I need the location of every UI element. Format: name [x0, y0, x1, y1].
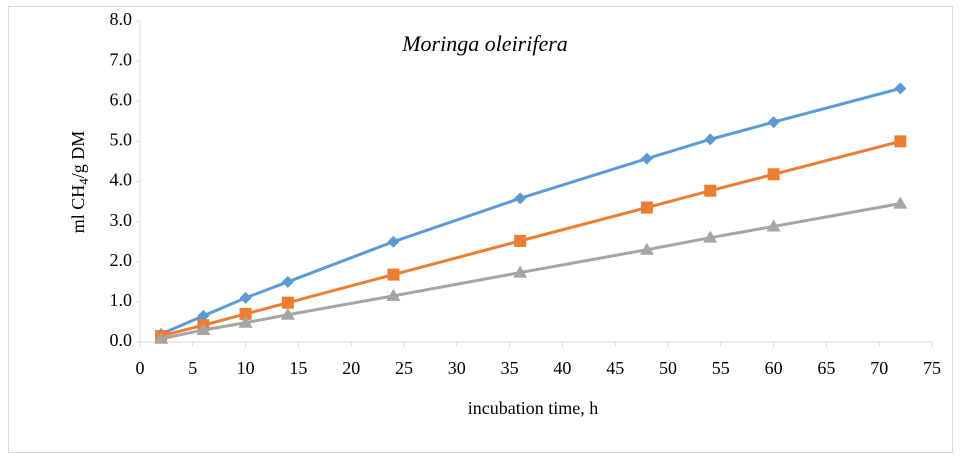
- y-axis-label-part: ml CH: [68, 185, 88, 234]
- y-axis-label-part: 4: [76, 178, 91, 185]
- y-tick-label: 0.0: [110, 330, 133, 350]
- square-marker: [640, 201, 653, 214]
- y-tick-label: 3.0: [110, 210, 133, 230]
- y-tick-label: 5.0: [110, 130, 133, 150]
- diamond-marker: [767, 116, 780, 129]
- y-axis-label-part: /g DM: [68, 131, 88, 179]
- diamond-marker: [239, 291, 252, 304]
- y-tick-label: 2.0: [110, 250, 133, 270]
- x-tick-label: 0: [136, 358, 145, 378]
- x-tick-label: 35: [501, 358, 519, 378]
- y-axis-label: ml CH4/g DM: [68, 131, 91, 234]
- x-tick-label: 10: [237, 358, 255, 378]
- chart-border: [8, 6, 953, 453]
- triangle-marker: [513, 265, 528, 278]
- x-tick-label: 20: [342, 358, 360, 378]
- triangle-marker: [766, 219, 781, 232]
- y-tick-label: 7.0: [110, 49, 133, 69]
- diamond-marker: [197, 309, 210, 322]
- square-marker: [704, 184, 717, 197]
- triangle-marker: [386, 288, 401, 301]
- triangle-marker: [639, 242, 654, 255]
- diamond-marker: [704, 133, 717, 146]
- square-marker: [281, 296, 294, 309]
- y-tick-label: 6.0: [110, 89, 133, 109]
- x-tick-label: 60: [765, 358, 783, 378]
- chart-title: Moringa oleirifera: [401, 31, 568, 56]
- x-tick-label: 75: [923, 358, 941, 378]
- series-line: [160, 139, 901, 338]
- y-tick-label: 8.0: [110, 9, 133, 29]
- square-marker: [767, 168, 780, 181]
- x-tick-label: 70: [870, 358, 888, 378]
- x-tick-label: 25: [395, 358, 413, 378]
- x-tick-label: 45: [606, 358, 624, 378]
- triangle-marker: [280, 307, 295, 320]
- series-line: [160, 86, 901, 336]
- triangle-marker: [154, 331, 169, 344]
- diamond-marker: [387, 235, 400, 248]
- square-marker: [894, 135, 907, 148]
- series-line: [160, 202, 901, 341]
- x-axis-label: incubation time, h: [468, 398, 598, 418]
- triangle-marker: [196, 322, 211, 335]
- triangle-marker: [703, 230, 718, 243]
- triangle-marker: [238, 315, 253, 328]
- square-marker: [239, 307, 252, 320]
- x-tick-label: 30: [448, 358, 466, 378]
- x-tick-label: 50: [659, 358, 677, 378]
- x-tick-label: 15: [289, 358, 307, 378]
- square-marker: [387, 268, 400, 281]
- x-tick-label: 40: [553, 358, 571, 378]
- x-tick-label: 55: [712, 358, 730, 378]
- x-tick-label: 65: [817, 358, 835, 378]
- diamond-marker: [640, 152, 653, 165]
- square-marker: [514, 234, 527, 247]
- diamond-marker: [894, 82, 907, 95]
- diamond-marker: [514, 192, 527, 205]
- x-tick-label: 5: [188, 358, 197, 378]
- y-tick-label: 4.0: [110, 170, 133, 190]
- diamond-marker: [281, 275, 294, 288]
- y-tick-label: 1.0: [110, 290, 133, 310]
- triangle-marker: [893, 196, 908, 209]
